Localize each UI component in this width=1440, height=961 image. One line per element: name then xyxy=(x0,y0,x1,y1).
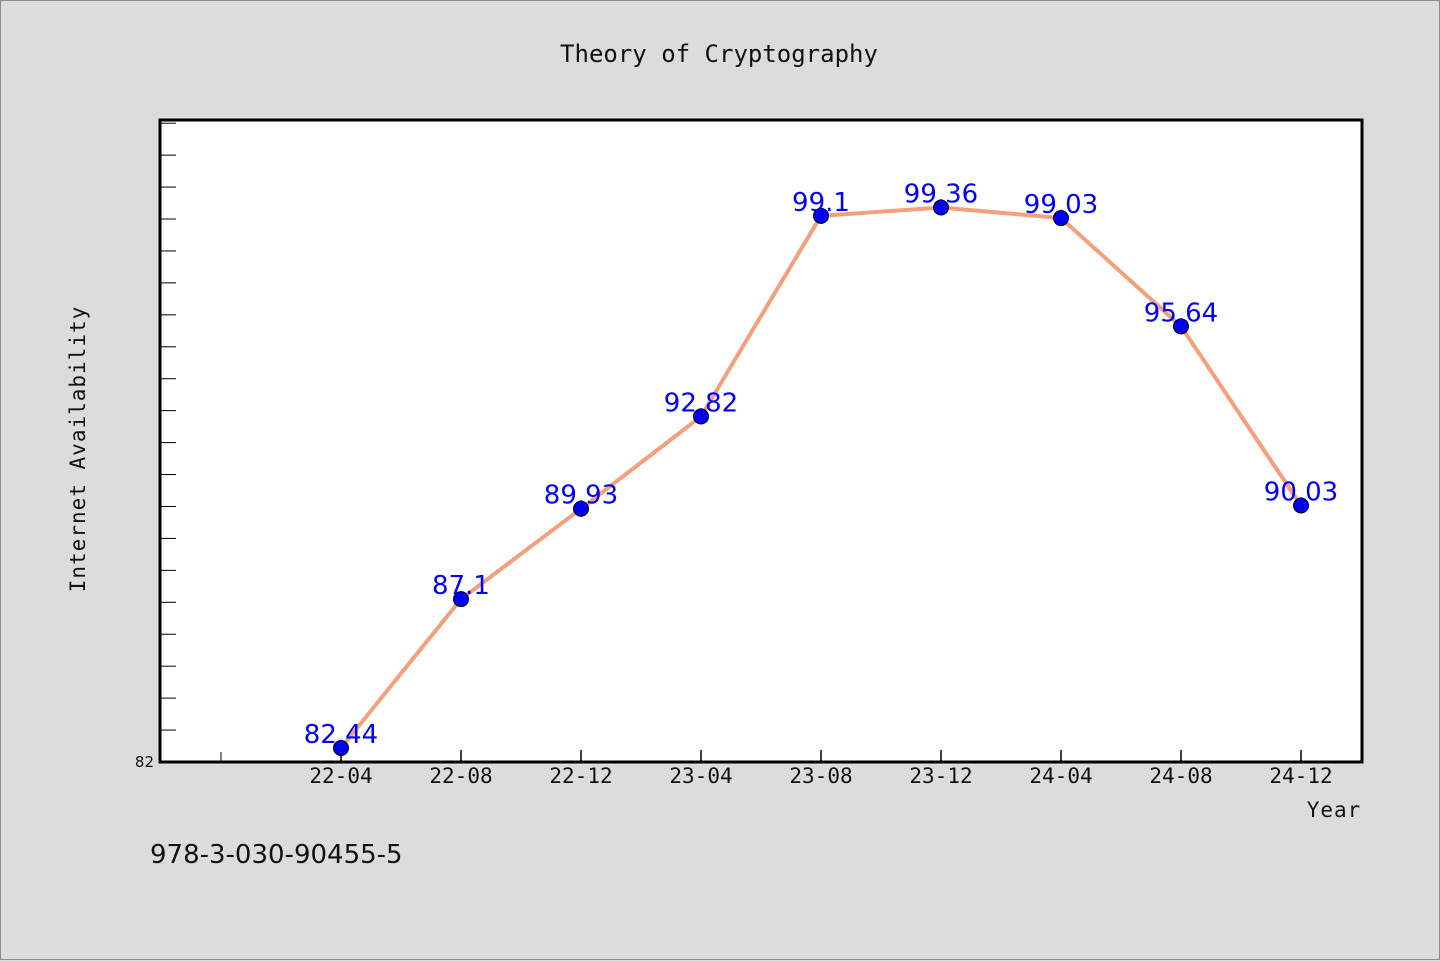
x-tick-label: 23-04 xyxy=(669,764,732,788)
x-tick-label: 22-08 xyxy=(429,764,492,788)
data-value-label: 95.64 xyxy=(1144,298,1218,328)
series-layer xyxy=(333,199,1309,756)
data-point xyxy=(1053,210,1069,227)
chart-title: Theory of Cryptography xyxy=(560,40,878,68)
data-point xyxy=(573,500,589,517)
x-tick-label: 24-12 xyxy=(1269,764,1332,788)
data-value-label: 82.44 xyxy=(304,720,378,750)
data-value-label: 90.03 xyxy=(1264,478,1338,508)
data-value-label: 87.1 xyxy=(432,571,490,601)
data-point xyxy=(333,739,349,756)
x-axis-label: Year xyxy=(1307,798,1362,822)
data-point xyxy=(933,199,949,216)
x-tick-label: 23-08 xyxy=(789,764,852,788)
x-tick-label: 24-04 xyxy=(1029,764,1092,788)
isbn-label: 978-3-030-90455-5 xyxy=(150,840,403,870)
data-point xyxy=(453,591,469,608)
plot-area xyxy=(158,118,1364,764)
data-value-label: 99.1 xyxy=(792,188,850,218)
data-value-label: 99.36 xyxy=(904,180,978,210)
y-tick-label: 82 xyxy=(135,753,154,771)
y-axis-ticks: 82 xyxy=(135,122,176,771)
data-point xyxy=(813,207,829,224)
data-value-label: 89.93 xyxy=(544,481,618,511)
data-labels: 82.44 87.1 89.93 92.82 99.1 99.36 99.03 95.64 90… xyxy=(304,180,1338,750)
data-value-label: 99.03 xyxy=(1024,190,1098,220)
x-tick-label: 23-12 xyxy=(909,764,972,788)
x-tick-label: 22-12 xyxy=(549,764,612,788)
x-axis-ticks: 22-04 22-08 22-12 23-04 23-08 23-12 24-04 24-08… xyxy=(220,750,1333,788)
data-value-label: 92.82 xyxy=(664,388,738,418)
data-point xyxy=(1173,318,1189,335)
x-tick-label: 22-04 xyxy=(309,764,372,788)
x-tick-label: 24-08 xyxy=(1149,764,1212,788)
data-point xyxy=(1293,497,1309,514)
y-axis-label: Internet Availability xyxy=(66,306,90,593)
data-point xyxy=(693,408,709,425)
